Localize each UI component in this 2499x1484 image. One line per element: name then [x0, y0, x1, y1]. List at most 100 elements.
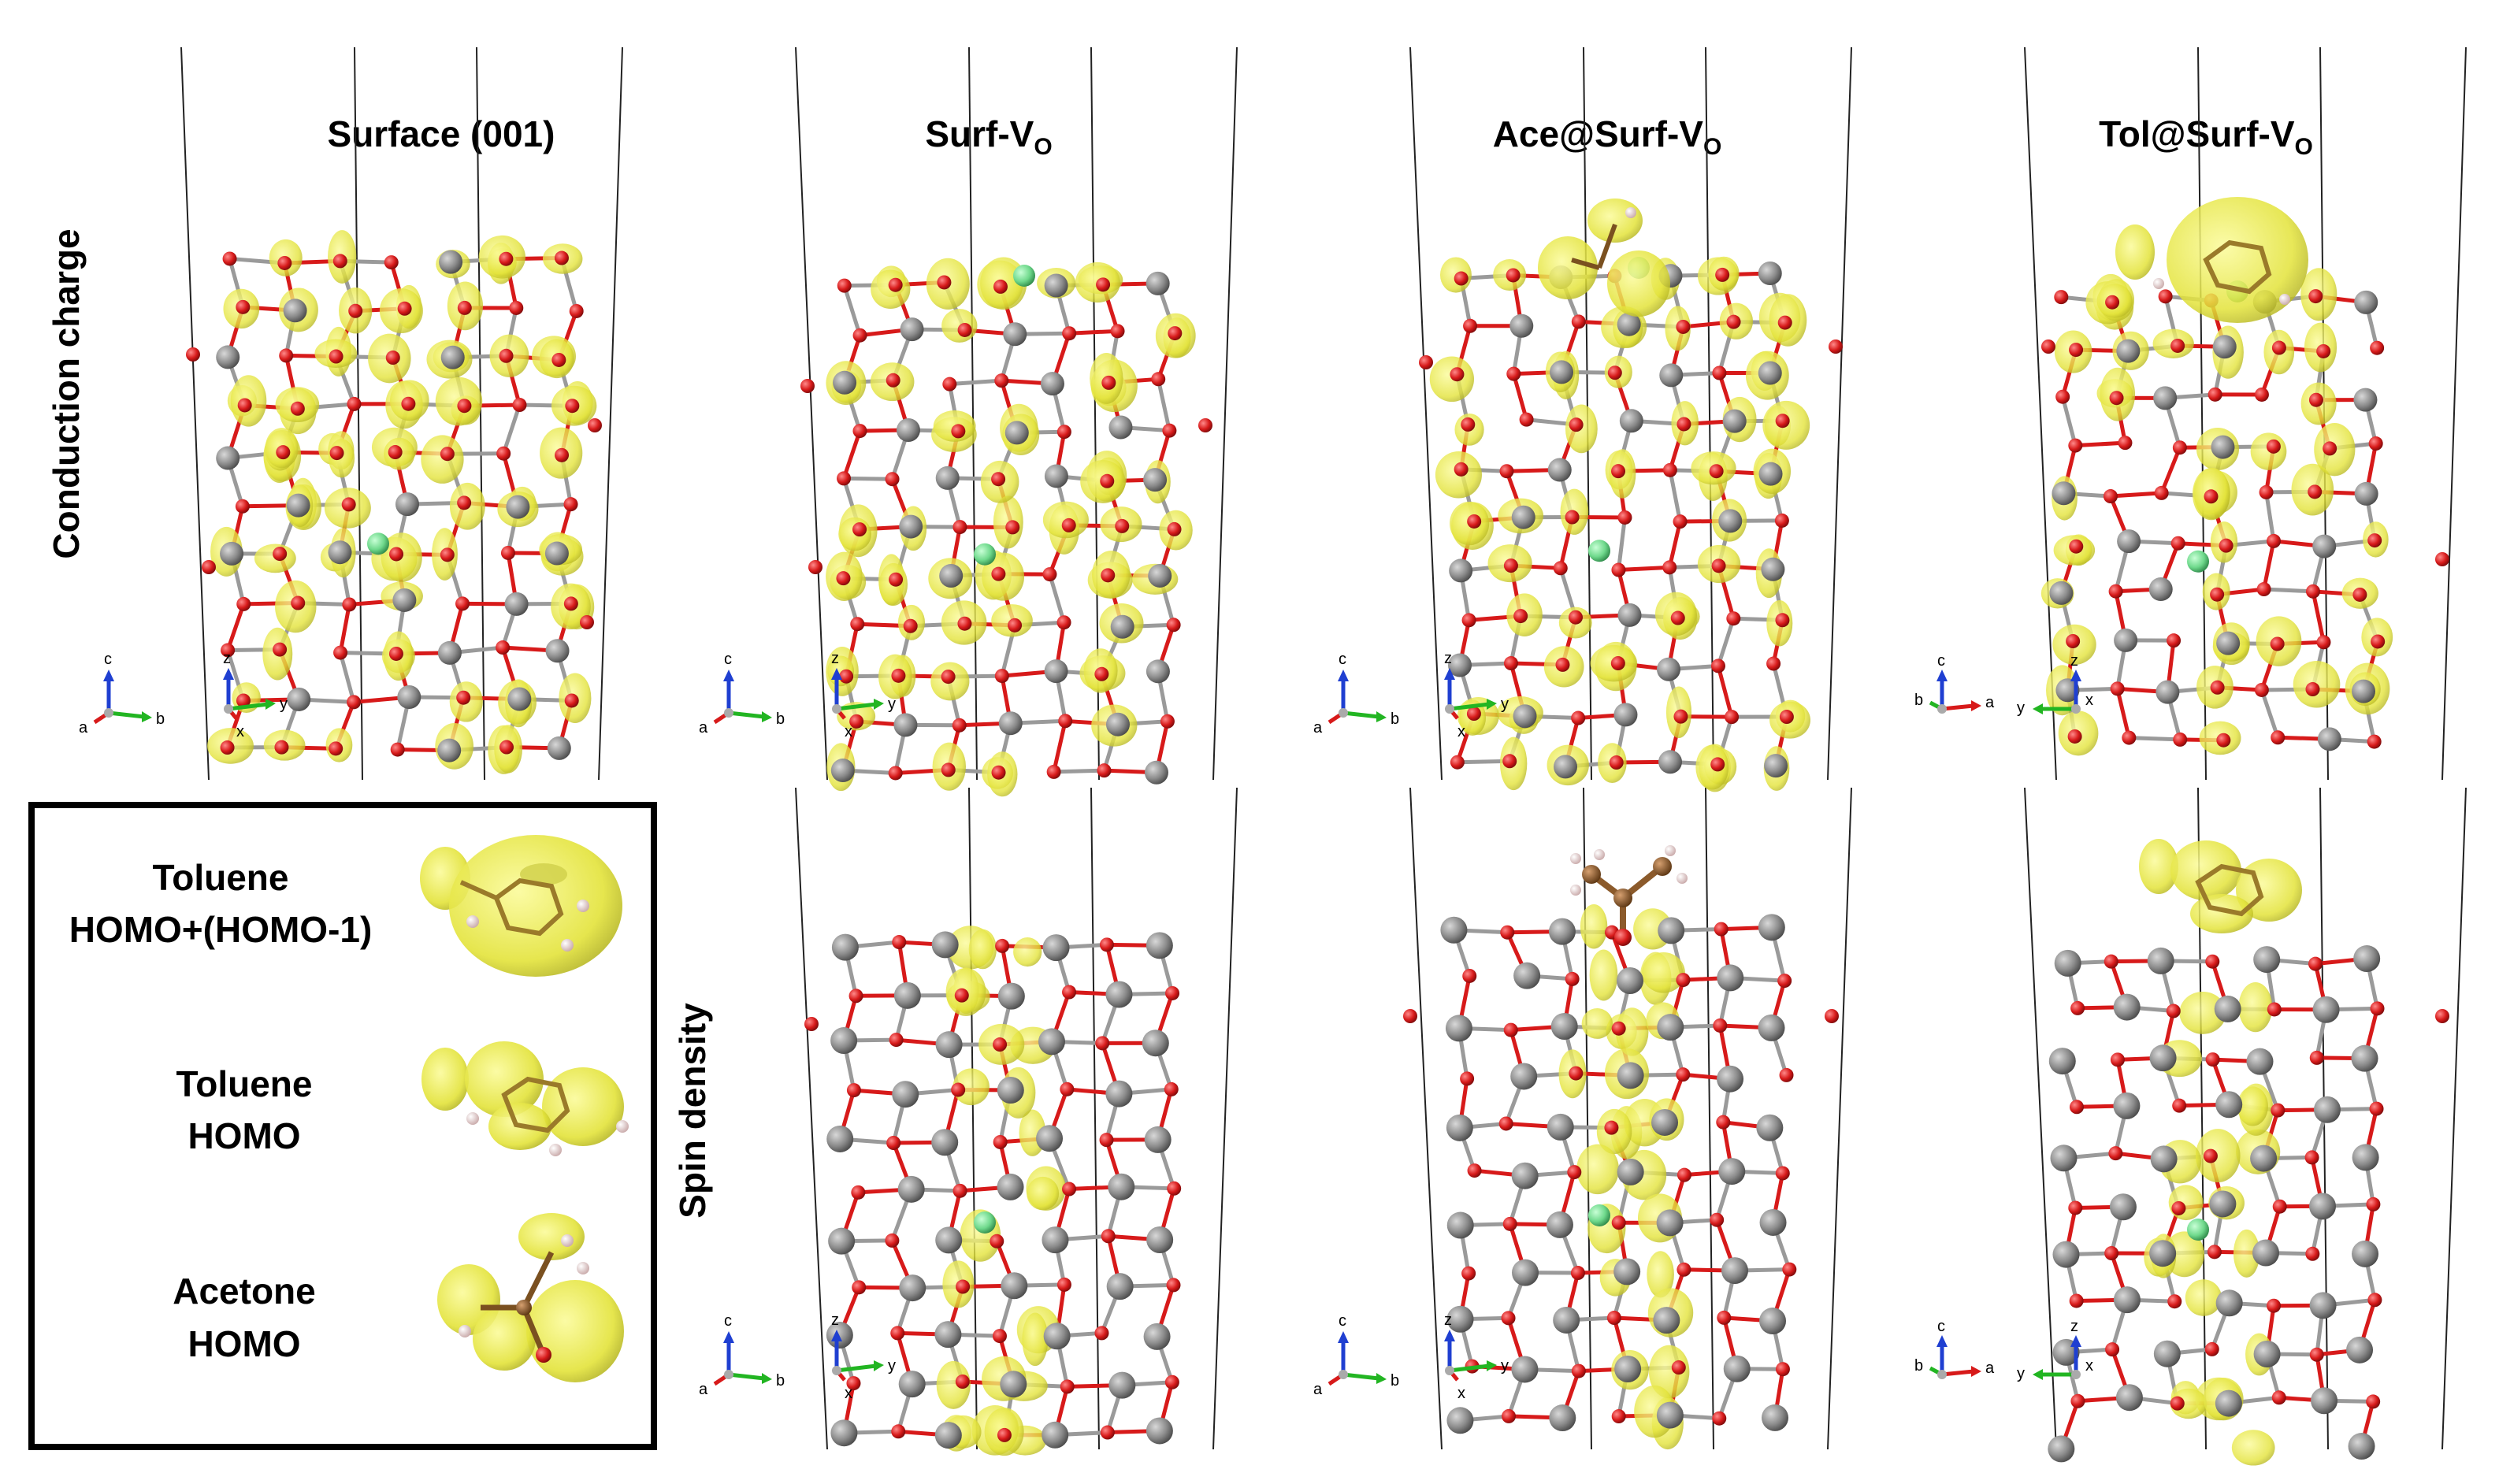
- axis-origin: [1937, 704, 1947, 714]
- oxygen-atom: [500, 545, 515, 560]
- metal-atom: [2149, 1044, 2177, 1072]
- oxygen-atom: [1610, 656, 1625, 671]
- oxygen-atom: [2108, 1146, 2123, 1161]
- metal-atom: [1758, 261, 1782, 285]
- oxygen-atom: [290, 401, 305, 416]
- oxygen-atom: [951, 1082, 966, 1097]
- oxygen-atom: [499, 251, 514, 266]
- oxygen-atom: [1166, 1278, 1181, 1293]
- axis-origin: [224, 704, 233, 714]
- metal-atom: [1509, 313, 1534, 338]
- isosurface-lobe: [2170, 840, 2241, 900]
- axis-triad-xyz-surface: z y x: [223, 650, 288, 740]
- isosurface-lobe: [1642, 952, 1685, 993]
- oxygen-atom: [2210, 587, 2225, 602]
- a-axis-arrowhead: [1971, 1366, 1981, 1377]
- oxygen-atom: [1712, 1411, 1727, 1426]
- oxygen-atom: [457, 300, 472, 315]
- oxygen-atom: [1775, 1166, 1790, 1181]
- bond: [501, 404, 522, 454]
- bond: [338, 651, 356, 703]
- metal-atom: [931, 1129, 959, 1156]
- carbon-ring: [2195, 863, 2264, 917]
- oxygen-atom: [1825, 1009, 1839, 1023]
- bond: [842, 284, 862, 336]
- oxygen-atom: [1167, 1181, 1182, 1196]
- oxygen-atom: [222, 251, 237, 266]
- oxygen-atom: [291, 595, 306, 610]
- oxygen-atom: [2271, 1390, 2286, 1405]
- b-axis-arrow: [1342, 710, 1379, 719]
- oxygen-atom: [800, 379, 815, 393]
- oxygen-atom: [992, 1329, 1007, 1344]
- metal-atom: [1146, 932, 1173, 959]
- oxygen-atom: [1461, 1266, 1476, 1281]
- oxygen-atom: [1677, 417, 1691, 432]
- metal-atom: [2211, 435, 2235, 459]
- oxygen-atom: [951, 424, 966, 439]
- oxygen-atom: [342, 597, 357, 612]
- oxygen-atom: [388, 445, 403, 460]
- metal-atom: [935, 1031, 963, 1059]
- cell-edge-line: [1212, 787, 1238, 1450]
- y-axis-arrowhead: [1487, 1360, 1497, 1371]
- metal-atom: [1004, 421, 1029, 445]
- c-axis-label: c: [724, 1312, 732, 1330]
- oxygen-atom: [389, 547, 404, 562]
- metal-atom: [437, 640, 462, 665]
- oxygen-atom: [2367, 1293, 2382, 1308]
- oxygen-atom: [341, 497, 356, 512]
- oxygen-atom: [2070, 1000, 2085, 1015]
- isosurface-lobe: [1576, 1144, 1619, 1195]
- isosurface-lobe: [1022, 1312, 1049, 1367]
- metal-atom: [2109, 1193, 2137, 1221]
- cell-edge-line: [476, 46, 485, 781]
- bond: [2075, 440, 2126, 448]
- axis-origin: [832, 1366, 841, 1375]
- oxygen-atom: [2367, 533, 2382, 548]
- metal-atom: [1656, 1209, 1684, 1237]
- axis-origin: [1445, 704, 1454, 714]
- metal-atom: [2252, 1239, 2279, 1267]
- isosurface-lobe: [2170, 1388, 2208, 1419]
- legend-toluene-homo-sum-line2: HOMO+(HOMO-1): [69, 909, 373, 950]
- oxygen-atom: [277, 255, 292, 270]
- oxygen-atom: [1571, 314, 1586, 329]
- oxygen-atom: [2256, 582, 2271, 597]
- metal-atom: [931, 931, 959, 959]
- metal-atom: [1758, 1014, 1785, 1041]
- oxygen-atom: [2068, 438, 2083, 453]
- oxygen-atom: [1716, 1115, 1731, 1130]
- column-title-surface: Surface (001): [328, 113, 555, 154]
- oxygen-atom: [808, 560, 822, 574]
- oxygen-atom: [2170, 338, 2185, 353]
- atoms: [2049, 280, 2386, 751]
- x-axis-label: x: [2085, 692, 2093, 709]
- metal-atom: [1001, 1272, 1028, 1300]
- z-axis-label: z: [223, 650, 231, 667]
- oxygen-atom: [2219, 538, 2234, 553]
- bond: [2264, 492, 2276, 542]
- cell-edge-line: [1409, 787, 1443, 1450]
- metal-atom: [899, 1274, 926, 1302]
- metal-atom: [1038, 1028, 1066, 1055]
- isosurface-lobe: [1615, 1007, 1649, 1056]
- metal-atom: [2114, 628, 2138, 652]
- panel-ace-surf-vo-conduction: [1429, 256, 1810, 792]
- oxygen-atom: [1779, 1067, 1794, 1082]
- oxygen-atom: [886, 1135, 901, 1150]
- c-axis-arrowhead: [1936, 670, 1948, 681]
- metal-atom: [2150, 1145, 2178, 1173]
- oxygen-atom: [390, 742, 405, 757]
- oxygen-atom: [1775, 414, 1790, 429]
- metal-atom: [1510, 1063, 1538, 1090]
- cell-edge-line: [1583, 787, 1592, 1450]
- metal-atom: [830, 1027, 858, 1055]
- oxygen-atom: [496, 446, 511, 461]
- oxygen-atom: [2271, 730, 2285, 745]
- oxygen-atom: [385, 351, 400, 365]
- oxygen-atom: [1774, 513, 1789, 528]
- b-axis-arrow: [108, 710, 145, 719]
- metal-atom: [2253, 1341, 2281, 1368]
- metal-atom: [1722, 409, 1747, 433]
